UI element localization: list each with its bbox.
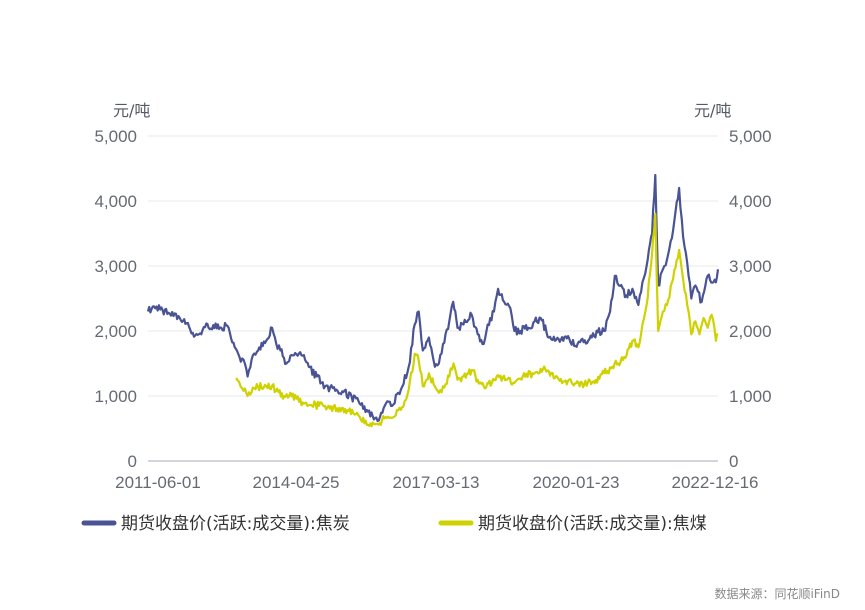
y-tick-label-right: 3,000	[729, 257, 772, 276]
legend-item-coking-coal: 期货收盘价(活跃:成交量):焦煤	[438, 514, 707, 534]
y-tick-label-right: 2,000	[729, 322, 772, 341]
legend-label-coke: 期货收盘价(活跃:成交量):焦炭	[121, 514, 350, 534]
x-tick-label: 2022-12-16	[672, 473, 759, 492]
series-line-coking-coal	[235, 212, 718, 428]
y-tick-label-left: 2,000	[94, 322, 137, 341]
grid-lines	[148, 135, 718, 397]
series-layer	[146, 173, 720, 428]
legend-item-coke: 期货收盘价(活跃:成交量):焦炭	[81, 514, 350, 534]
y-tick-label-right: 5,000	[729, 127, 772, 146]
y-tick-label-left: 3,000	[94, 257, 137, 276]
y-unit-right: 元/吨	[694, 101, 731, 120]
x-tick-label: 2020-01-23	[533, 473, 620, 492]
y-tick-label-right: 1,000	[729, 387, 772, 406]
y-tick-label-left: 5,000	[94, 127, 137, 146]
x-tick-label: 2017-03-13	[393, 473, 480, 492]
legend: 期货收盘价(活跃:成交量):焦炭 期货收盘价(活跃:成交量):焦煤	[81, 514, 707, 534]
series-line-coke	[146, 173, 720, 423]
x-ticks: 2011-06-01 2014-04-25 2017-03-13 2020-01-23…	[115, 473, 758, 492]
y-ticks-left: 0 1,000 2,000 3,000 4,000 5,000	[94, 127, 137, 471]
y-unit-left: 元/吨	[113, 101, 150, 120]
source-note: 数据来源：同花顺iFinD	[714, 587, 840, 601]
y-tick-label-right: 0	[729, 452, 738, 471]
y-tick-label-left: 0	[128, 452, 137, 471]
legend-label-coking-coal: 期货收盘价(活跃:成交量):焦煤	[478, 514, 707, 534]
y-tick-label-right: 4,000	[729, 192, 772, 211]
y-ticks-right: 0 1,000 2,000 3,000 4,000 5,000	[729, 127, 772, 471]
x-tick-label: 2014-04-25	[253, 473, 340, 492]
y-tick-label-left: 1,000	[94, 387, 137, 406]
x-tick-label: 2011-06-01	[115, 473, 201, 492]
y-tick-label-left: 4,000	[94, 192, 137, 211]
